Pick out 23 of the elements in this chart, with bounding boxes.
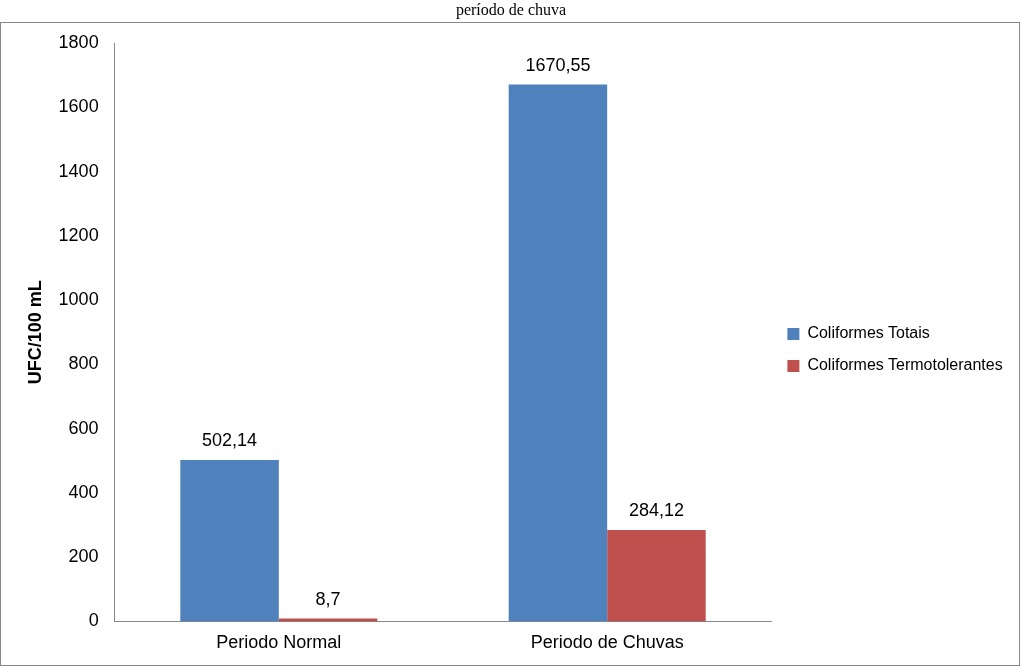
data-label: 284,12: [628, 500, 684, 521]
bar: [508, 84, 608, 622]
y-tick-label: 1600: [58, 96, 99, 117]
y-tick-label: 1200: [58, 224, 99, 245]
y-tick-label: 0: [88, 610, 99, 631]
y-tick-label: 1000: [58, 289, 99, 310]
legend-label: Coliformes Termotolerantes: [807, 356, 1003, 374]
bar: [180, 460, 279, 622]
x-tick-label: Periodo de Chuvas: [530, 632, 684, 653]
legend-label: Coliformes Totais: [807, 324, 930, 342]
y-axis-title: UFC/100 mL: [24, 280, 45, 385]
data-label: 1670,55: [525, 54, 591, 75]
y-tick-label: 1800: [58, 31, 99, 52]
data-label: 502,14: [202, 430, 258, 451]
x-tick-label: Periodo Normal: [216, 632, 342, 653]
y-tick-label: 600: [68, 417, 99, 438]
y-tick-label: 200: [68, 546, 99, 567]
chart-title: período de chuva: [454, 1, 568, 19]
bar: [607, 530, 706, 622]
y-tick-label: 1400: [58, 160, 99, 181]
y-tick-label: 400: [68, 481, 99, 502]
y-tick-label: 800: [68, 353, 99, 374]
data-label: 8,7: [315, 588, 341, 609]
